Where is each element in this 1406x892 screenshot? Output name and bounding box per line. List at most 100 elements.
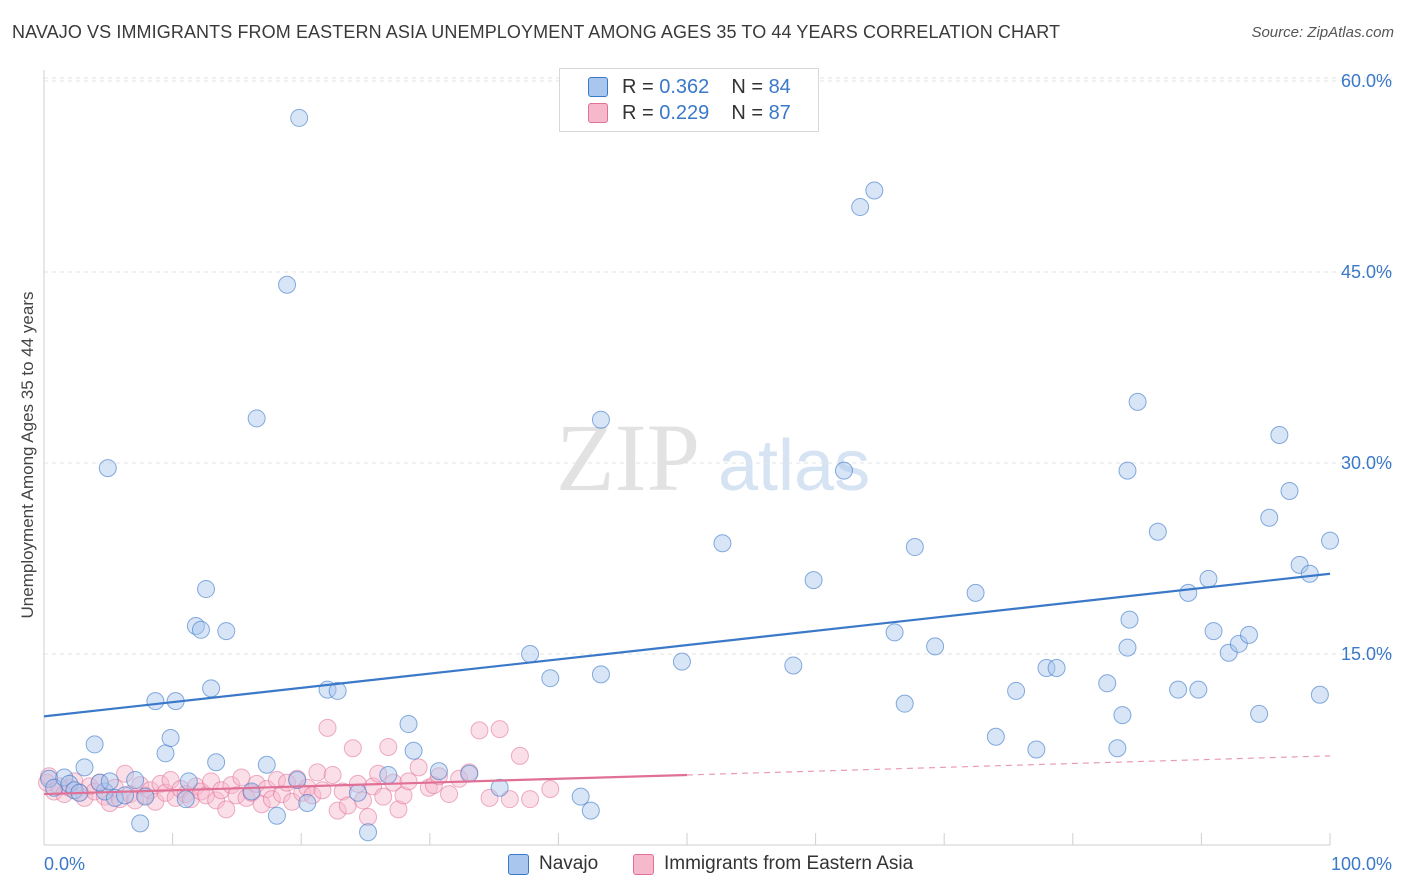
bottom-legend-immigrants: Immigrants from Eastern Asia — [633, 852, 913, 876]
navajo-point — [1260, 508, 1279, 527]
navajo-point — [176, 790, 195, 809]
navajo-point — [1219, 643, 1238, 662]
navajo-point — [541, 669, 560, 688]
immigrants-point — [450, 769, 469, 788]
navajo-point — [1108, 739, 1127, 758]
navajo-point — [359, 823, 378, 842]
navajo-point — [926, 637, 945, 656]
navajo-point — [156, 744, 175, 763]
immigrants-r-label: R = — [622, 101, 654, 124]
navajo-point — [379, 765, 398, 784]
navajo-point — [298, 793, 317, 812]
navajo-point — [1118, 461, 1137, 480]
navajo-point — [202, 679, 221, 698]
navajo-point — [1270, 425, 1289, 444]
navajo-point — [591, 410, 610, 429]
navajo-point — [851, 198, 870, 217]
navajo-point — [1239, 625, 1258, 644]
navajo-point — [288, 771, 307, 790]
watermark: ZIP atlas — [556, 404, 870, 511]
navajo-point — [1027, 740, 1046, 759]
navajo-point — [834, 461, 853, 480]
immigrants-point — [470, 721, 489, 740]
immigrants-point — [308, 763, 327, 782]
navajo-point — [460, 764, 479, 783]
legend-row-immigrants: R = 0.229 N = 87 — [588, 101, 791, 125]
immigrants-point — [272, 785, 291, 804]
navajo-point — [429, 762, 448, 781]
immigrants-point — [131, 776, 150, 795]
immigrants-point — [116, 764, 135, 783]
navajo-point — [1179, 583, 1198, 602]
immigrants-point — [283, 792, 302, 811]
navajo-point — [905, 538, 924, 557]
navajo-point — [672, 652, 691, 671]
navajo-point — [521, 645, 540, 663]
y-axis-label: Unemployment Among Ages 35 to 44 years — [18, 291, 37, 619]
navajo-r-label: R = — [622, 75, 654, 98]
immigrants-series — [38, 718, 560, 826]
immigrants-point — [521, 790, 540, 809]
y-tick-label: 60.0% — [1341, 71, 1392, 91]
source-label: Source: ZipAtlas.com — [1251, 24, 1394, 41]
immigrants-point — [359, 807, 378, 826]
navajo-point — [116, 786, 135, 805]
immigrants-point — [262, 790, 281, 809]
x-tick-label-min: 0.0% — [44, 854, 85, 874]
immigrants-n-label: N = — [731, 101, 763, 124]
navajo-point — [348, 783, 367, 802]
immigrants-n-value: 87 — [768, 101, 791, 124]
navajo-point — [40, 769, 59, 788]
immigrants-point — [151, 774, 170, 793]
navajo-point — [1229, 634, 1248, 653]
navajo-point — [490, 778, 509, 797]
immigrants-point — [379, 737, 398, 756]
navajo-point — [784, 656, 803, 675]
navajo-point — [85, 735, 104, 754]
navajo-point — [217, 622, 236, 641]
navajo-point — [895, 694, 914, 713]
navajo-point — [197, 580, 216, 599]
immigrants-point — [500, 790, 519, 809]
immigrants-point — [429, 767, 448, 786]
legend-row-navajo: R = 0.362 N = 84 — [588, 75, 791, 99]
navajo-point — [1290, 555, 1309, 574]
immigrants-point — [146, 792, 165, 811]
watermark-atlas: atlas — [718, 426, 870, 506]
immigrants-trend-line — [43, 773, 688, 796]
navajo-point — [1007, 681, 1026, 700]
navajo-point — [126, 771, 145, 790]
immigrants-point — [313, 781, 332, 800]
navajo-point — [65, 781, 84, 800]
navajo-point — [1280, 482, 1299, 501]
navajo-point — [75, 758, 94, 777]
immigrants-point — [490, 720, 509, 739]
navajo-point — [713, 534, 732, 553]
bottom-legend-navajo: Navajo — [508, 852, 598, 876]
navajo-point — [1037, 659, 1056, 678]
navajo-point — [1118, 638, 1137, 657]
navajo-point — [290, 108, 309, 127]
grid — [44, 77, 1392, 655]
bottom-immigrants-label: Immigrants from Eastern Asia — [664, 853, 914, 874]
immigrants-point — [510, 746, 529, 765]
navajo-point — [1321, 531, 1339, 550]
immigrants-point — [323, 765, 342, 784]
navajo-point — [146, 692, 165, 711]
y-tick-label: 45.0% — [1341, 262, 1392, 282]
immigrants-point — [217, 800, 236, 819]
navajo-point — [328, 681, 347, 700]
navajo-point — [399, 715, 418, 734]
y-tick-label: 30.0% — [1341, 453, 1392, 473]
navajo-point — [591, 665, 610, 684]
navajo-point — [865, 181, 884, 200]
navajo-swatch — [588, 77, 608, 97]
immigrants-r-value: 0.229 — [659, 101, 710, 124]
navajo-point — [161, 729, 180, 748]
navajo-point — [1250, 704, 1269, 723]
navajo-series — [40, 108, 1339, 842]
navajo-n-value: 84 — [768, 75, 791, 98]
trend-lines — [43, 572, 1331, 796]
navajo-point — [242, 782, 261, 801]
x-tick-label-max: 100.0% — [1331, 854, 1392, 874]
